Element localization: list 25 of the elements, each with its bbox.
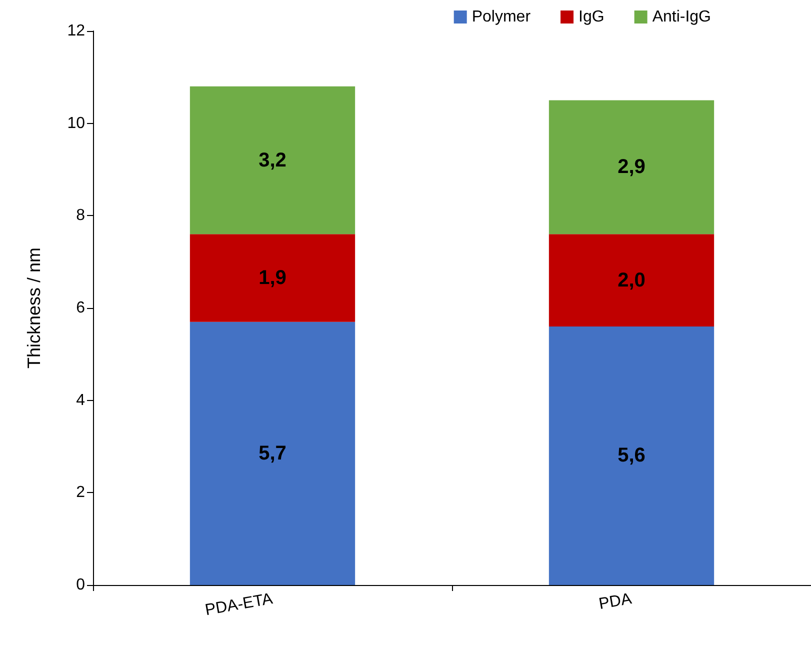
y-tick-label: 12 bbox=[67, 22, 86, 40]
y-tick-label: 2 bbox=[76, 484, 86, 502]
bar bbox=[190, 86, 356, 234]
legend-label: Polymer bbox=[472, 8, 532, 26]
y-tick-label: 8 bbox=[76, 207, 86, 224]
y-axis-title: Thickness / nm bbox=[24, 247, 44, 369]
data-label: 5,7 bbox=[258, 442, 286, 464]
y-tick-label: 6 bbox=[76, 300, 86, 316]
data-label: 1,9 bbox=[258, 266, 286, 289]
x-tick-label: PDA bbox=[598, 590, 634, 614]
bar bbox=[548, 326, 714, 585]
bar bbox=[548, 234, 714, 326]
x-tick-label: PDA-ETA bbox=[204, 590, 274, 620]
y-tick-label: 4 bbox=[76, 392, 86, 409]
data-label: 2,0 bbox=[618, 269, 646, 292]
bar bbox=[548, 100, 714, 234]
data-label: 2,9 bbox=[618, 156, 646, 178]
bar bbox=[190, 234, 356, 322]
legend-label: IgG bbox=[578, 8, 604, 26]
bar bbox=[190, 322, 356, 585]
y-tick-label: 10 bbox=[67, 114, 86, 132]
data-label: 3,2 bbox=[258, 149, 286, 172]
data-label: 5,6 bbox=[618, 444, 646, 467]
legend-label: Anti-IgG bbox=[652, 8, 711, 26]
y-tick-label: 0 bbox=[76, 576, 86, 594]
